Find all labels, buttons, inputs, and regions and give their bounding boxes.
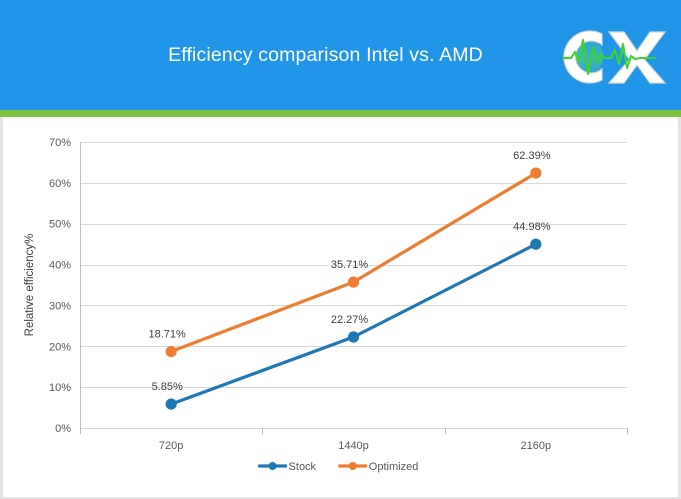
data-point-marker[interactable] xyxy=(165,345,177,358)
y-axis-tick-label: 40% xyxy=(49,260,71,272)
chart-legend: Stock Optimized xyxy=(257,461,419,473)
legend-item-label[interactable]: Optimized xyxy=(369,461,419,473)
chart-data-labels: 5.85% 22.27% 44.98% 18.71% 35.71% 62.39% xyxy=(149,150,551,393)
y-axis-tick-label: 60% xyxy=(49,178,71,190)
data-point-marker[interactable] xyxy=(165,398,177,410)
x-axis-tick-label: 720p xyxy=(159,440,183,452)
data-point-marker[interactable] xyxy=(530,238,542,250)
legend-swatch-marker xyxy=(348,462,357,470)
page-title: Efficiency comparison Intel vs. AMD xyxy=(168,43,483,66)
x-axis-tickmarks xyxy=(80,428,628,434)
data-point-label: 22.27% xyxy=(331,314,369,326)
x-axis-tick-labels: 720p 1440p 2160p xyxy=(159,440,551,452)
y-axis-title: Relative efficiency% xyxy=(24,234,36,337)
legend-item-label[interactable]: Stock xyxy=(289,461,317,473)
legend-swatch-marker xyxy=(268,462,277,470)
x-axis-tick-label: 2160p xyxy=(521,440,552,452)
data-point-label: 62.39% xyxy=(513,150,551,162)
data-point-label: 5.85% xyxy=(152,381,183,393)
page-right-border xyxy=(678,117,681,499)
y-axis-tick-label: 30% xyxy=(49,300,71,312)
header-banner: Efficiency comparison Intel vs. AMD xyxy=(0,0,681,110)
data-point-marker[interactable] xyxy=(347,276,360,288)
y-axis-tick-label: 20% xyxy=(49,341,71,353)
data-point-marker[interactable] xyxy=(530,167,542,179)
header-divider xyxy=(0,110,681,117)
y-axis-tick-labels: 0% 10% 20% 30% 40% 50% 60% 70% xyxy=(49,137,71,435)
logo-waveform-icon xyxy=(561,38,657,76)
page-bottom-border xyxy=(0,497,681,499)
y-axis-tick-label: 70% xyxy=(49,137,71,149)
chart-container: 0% 10% 20% 30% 40% 50% 60% 70% Relative efficie… xyxy=(0,117,681,499)
y-axis-tick-label: 0% xyxy=(55,423,71,435)
chart-series-layer xyxy=(165,167,542,410)
x-axis-tick-label: 1440p xyxy=(338,440,369,452)
data-point-label: 18.71% xyxy=(149,329,187,341)
data-point-label: 44.98% xyxy=(513,221,551,233)
page-left-border xyxy=(0,117,3,499)
chart-gridlines xyxy=(80,142,627,429)
data-point-marker[interactable] xyxy=(347,331,360,343)
y-axis-tick-label: 10% xyxy=(49,382,71,394)
y-axis-tick-label: 50% xyxy=(49,219,71,231)
line-chart: 0% 10% 20% 30% 40% 50% 60% 70% Relative efficie… xyxy=(24,137,628,473)
cx-logo xyxy=(543,18,673,96)
cx-logo-svg xyxy=(561,30,667,84)
data-point-label: 35.71% xyxy=(331,259,369,271)
